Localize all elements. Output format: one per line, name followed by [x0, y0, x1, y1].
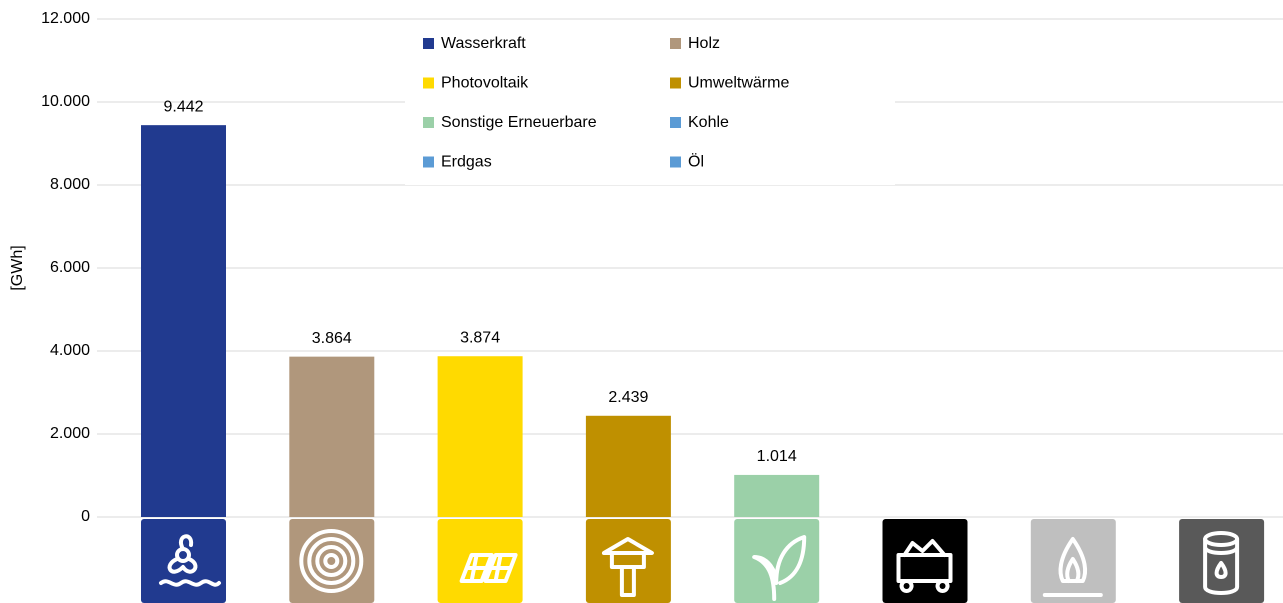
icon-tile — [882, 519, 968, 603]
icon-glyph — [159, 534, 221, 587]
icon-glyph — [1203, 531, 1240, 595]
legend-swatch — [670, 117, 681, 128]
data-label: 9.442 — [163, 98, 203, 115]
y-tick-label: 2.000 — [50, 425, 90, 442]
icon-tile — [437, 519, 523, 603]
legend-label: Kohle — [688, 114, 729, 131]
icon-glyph — [601, 537, 654, 597]
category-icon — [141, 519, 226, 603]
y-tick-label: 4.000 — [50, 342, 90, 359]
y-tick-label: 0 — [81, 508, 90, 525]
category-icon — [882, 519, 968, 603]
legend-swatch — [670, 38, 681, 49]
legend-label: Sonstige Erneuerbare — [441, 114, 597, 131]
data-label: 2.439 — [608, 389, 648, 406]
data-label: 1.014 — [757, 448, 797, 465]
legend-swatch — [423, 156, 434, 168]
legend-label: Holz — [688, 35, 720, 52]
legend-box — [405, 22, 895, 185]
bar — [141, 125, 226, 518]
bar — [734, 474, 820, 517]
legend-label: Öl — [688, 153, 704, 171]
category-icon — [289, 519, 375, 603]
y-tick-label: 12.000 — [41, 10, 90, 27]
y-tick-label: 10.000 — [41, 93, 90, 110]
data-label: 3.874 — [460, 329, 500, 346]
legend-swatch — [423, 38, 434, 49]
y-axis-label: [GWh] — [9, 245, 26, 290]
icon-glyph — [299, 529, 364, 593]
bar — [585, 415, 671, 517]
legend-label: Wasserkraft — [441, 35, 526, 52]
bar — [437, 356, 523, 517]
icon-glyph — [1042, 537, 1103, 597]
data-label: 3.864 — [312, 330, 352, 347]
bar — [289, 356, 375, 517]
icon-glyph — [896, 539, 953, 593]
category-icon — [585, 519, 671, 603]
legend-label: Photovoltaik — [441, 75, 529, 92]
icon-tile — [734, 519, 820, 603]
icon-glyph — [752, 535, 807, 601]
category-icon — [734, 519, 820, 603]
icon-tile — [585, 519, 671, 603]
category-icon — [437, 519, 523, 603]
category-icon — [1179, 519, 1265, 603]
legend-swatch — [670, 156, 681, 168]
y-tick-label: 6.000 — [50, 259, 90, 276]
category-icon — [1030, 519, 1116, 603]
legend-label: Erdgas — [441, 154, 492, 171]
icon-tile — [1179, 519, 1265, 603]
y-tick-label: 8.000 — [50, 176, 90, 193]
legend-swatch — [423, 117, 434, 128]
legend-label: Umweltwärme — [688, 75, 789, 92]
icon-glyph — [459, 553, 518, 583]
legend-swatch — [423, 77, 434, 89]
legend-swatch — [670, 77, 681, 89]
